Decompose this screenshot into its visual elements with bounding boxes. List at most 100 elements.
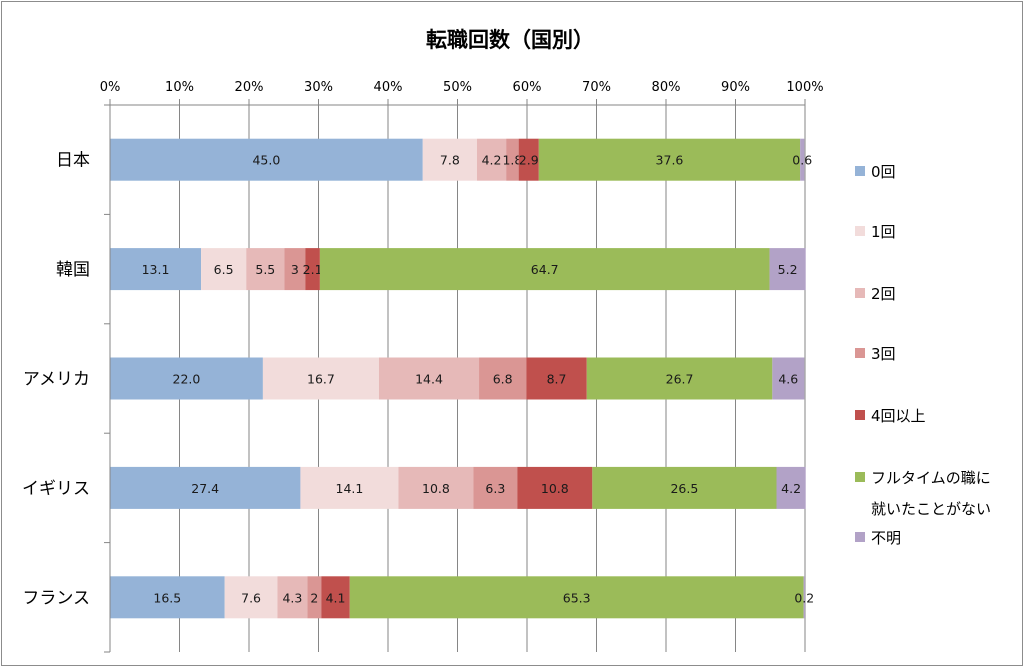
bar-segment (224, 576, 278, 619)
data-label: 64.7 (531, 262, 559, 277)
data-label: 5.2 (778, 262, 798, 277)
bar-segment (803, 576, 805, 619)
bar-segment (110, 248, 202, 291)
data-label: 16.5 (153, 590, 181, 605)
bar-segment (349, 576, 804, 619)
bar-segment (201, 248, 247, 291)
data-label: 5.5 (255, 262, 275, 277)
bar-segment (319, 248, 770, 291)
data-label: 65.3 (563, 590, 591, 605)
legend-swatch (855, 410, 865, 420)
data-label: 10.8 (422, 481, 450, 496)
data-label: 8.7 (547, 372, 567, 387)
bar-segment (586, 357, 773, 400)
bars: 45.0 7.8 4.2 1.82.9 37.6 0.613.1 6.5 5.5 3 2.1 64.… (110, 138, 814, 619)
chart-title: 転職回数（国別） (426, 28, 594, 52)
data-label: 14.1 (336, 481, 364, 496)
legend-label: 不明 (871, 529, 901, 547)
data-label: 4.3 (282, 590, 302, 605)
bar-segment (592, 466, 777, 509)
x-tick-label: 60% (513, 80, 542, 95)
data-label: 22.0 (173, 372, 201, 387)
bar-segment (305, 248, 320, 291)
bar-segment (518, 138, 539, 181)
legend-label: 4回以上 (871, 407, 926, 425)
x-tick-label: 70% (582, 80, 611, 95)
data-label: 27.4 (191, 481, 219, 496)
x-tick-label: 90% (721, 80, 750, 95)
x-tick-label: 100% (786, 80, 823, 95)
bar-segment (284, 248, 306, 291)
bar-segment (769, 248, 806, 291)
data-label: 0.6 (792, 153, 812, 168)
data-label: 3 (291, 262, 299, 277)
category-label: フランス (22, 588, 90, 608)
data-label: 6.3 (485, 481, 505, 496)
legend-swatch (855, 532, 865, 542)
data-label: 4.2 (482, 153, 502, 168)
bar-segment (321, 576, 350, 619)
category-label: アメリカ (23, 370, 90, 390)
data-label: 2 (310, 590, 318, 605)
data-label: 13.1 (142, 262, 170, 277)
legend-label: 0回 (871, 163, 896, 181)
legend-swatch (855, 166, 865, 176)
bar-segment (277, 576, 308, 619)
legend-swatch (855, 348, 865, 358)
bar-segment (300, 466, 399, 509)
data-label: 6.5 (214, 262, 234, 277)
bar-segment (262, 357, 379, 400)
bar-segment (517, 466, 593, 509)
bar-segment (110, 138, 423, 181)
legend-swatch (855, 288, 865, 298)
data-label: 0.2 (794, 590, 814, 605)
bar-segment (476, 138, 507, 181)
bar-segment (479, 357, 527, 400)
data-label: 4.2 (781, 481, 801, 496)
x-tick-label: 40% (374, 80, 403, 95)
bar-segment (246, 248, 285, 291)
data-label: 6.8 (493, 372, 513, 387)
category-label: 日本 (56, 151, 90, 171)
legend-label: 2回 (871, 285, 896, 303)
bar-segment (422, 138, 477, 181)
bar-segment (110, 357, 263, 400)
data-label: 14.4 (415, 372, 443, 387)
x-tick-label: 20% (235, 80, 264, 95)
x-tick-label: 80% (652, 80, 681, 95)
bar-segment (526, 357, 587, 400)
data-label: 16.7 (307, 372, 335, 387)
data-label: 26.5 (670, 481, 698, 496)
bar-segment (473, 466, 518, 509)
legend-label: フルタイムの職に (871, 469, 991, 487)
bar-segment (772, 357, 805, 400)
bar-segment (506, 138, 519, 181)
x-tick-label: 10% (165, 80, 194, 95)
bar-segment (800, 138, 805, 181)
bar-segment (538, 138, 801, 181)
legend-label: 就いたことがない (871, 500, 991, 518)
data-label: 7.6 (241, 590, 261, 605)
x-tick-label: 0% (100, 80, 121, 95)
data-label: 45.0 (252, 153, 280, 168)
bar-segment (110, 466, 301, 509)
data-label: 4.1 (326, 590, 346, 605)
bar-segment (398, 466, 474, 509)
bar-segment (307, 576, 322, 619)
legend-swatch (855, 226, 865, 236)
x-tick-label: 50% (443, 80, 472, 95)
legend-label: 1回 (871, 223, 896, 241)
data-label: 1.8 (502, 153, 522, 168)
data-label: 2.1 (303, 262, 323, 277)
data-label: 26.7 (666, 372, 694, 387)
data-label: 10.8 (541, 481, 569, 496)
legend-label: 3回 (871, 345, 896, 363)
bar-segment (378, 357, 480, 400)
bar-segment (776, 466, 806, 509)
category-label: 韓国 (56, 260, 90, 280)
data-label: 4.6 (778, 372, 798, 387)
data-label: 7.8 (440, 153, 460, 168)
